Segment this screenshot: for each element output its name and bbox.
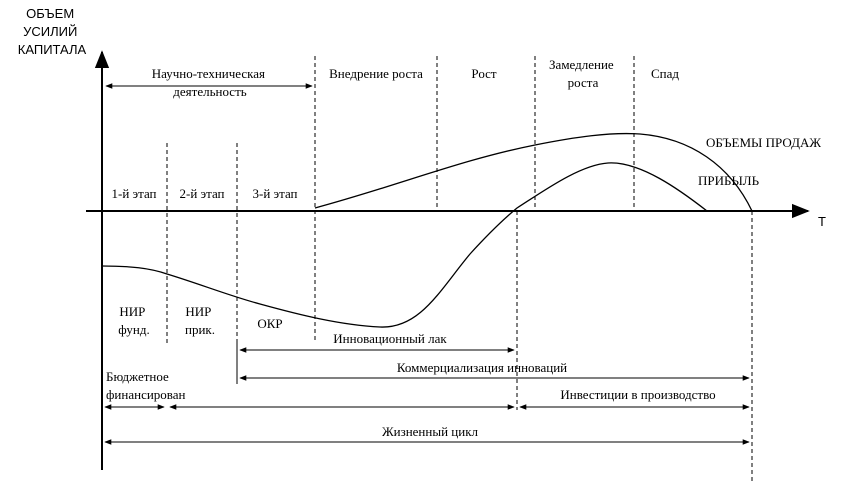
phase-decline-label: Спад (651, 66, 679, 81)
nir-applied-label: НИР прик. (185, 304, 215, 337)
stage1-label: 1-й этап (111, 186, 156, 201)
profit-curve-label: ПРИБЫЛЬ (698, 173, 760, 188)
investments-label: Инвестиции в производство (560, 387, 715, 402)
okr-label: ОКР (257, 316, 282, 331)
phase-slowdown-label: Замедление роста (549, 57, 617, 90)
x-axis-label: T (818, 214, 826, 229)
phase-implementation-label: Внедрение роста (329, 66, 423, 81)
profit-curve (101, 162, 708, 328)
nir-fund-label: НИР фунд. (118, 304, 149, 337)
phase-science-label: Научно-техническая деятельность (152, 66, 269, 99)
sales-curve (314, 132, 753, 212)
innovation-lag-label: Инновационный лак (333, 331, 447, 346)
phase-growth-label: Рост (471, 66, 497, 81)
stage2-label: 2-й этап (179, 186, 224, 201)
budget-label: Бюджетное финансирован (106, 369, 186, 402)
y-axis-label: ОБЪЕМ УСИЛИЙ КАПИТАЛА (18, 6, 87, 57)
life-cycle-label: Жизненный цикл (382, 424, 479, 439)
commercialization-label: Коммерциализация инноваций (397, 360, 567, 375)
sales-curve-label: ОБЪЕМЫ ПРОДАЖ (706, 135, 821, 150)
stage3-label: 3-й этап (252, 186, 297, 201)
